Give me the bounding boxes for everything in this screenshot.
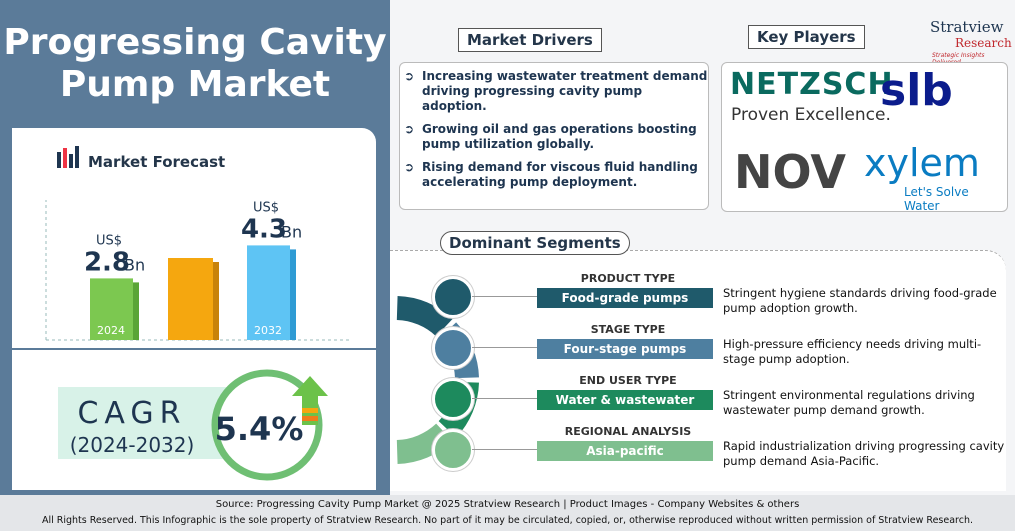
segment-name: Water & wastewater — [537, 390, 713, 410]
segment-description: High-pressure efficiency needs driving m… — [723, 337, 982, 366]
segments-title: Dominant Segments — [440, 231, 630, 255]
drivers-box: Increasing wastewater treatment demand d… — [399, 62, 709, 210]
bar — [247, 245, 290, 340]
bar-year: 2032 — [254, 324, 282, 337]
bar-currency: US$ — [253, 200, 279, 215]
title: Progressing Cavity Pump Market — [3, 22, 387, 105]
forecast-title: Market Forecast — [88, 153, 226, 171]
segment-category: END USER TYPE — [579, 374, 677, 387]
bar-side — [133, 282, 139, 340]
arrow-band — [302, 408, 318, 413]
bar-decor — [168, 258, 213, 340]
rights: All Rights Reserved. This Infographic is… — [41, 515, 974, 526]
bar-unit: Bn — [124, 255, 145, 274]
segment-description: Stringent environmental regulations driv… — [723, 388, 975, 417]
arrow-band — [302, 416, 318, 421]
logo-netzsch-tag: Proven Excellence. — [731, 105, 891, 125]
driver: Growing oil and gas operations boosting … — [404, 122, 708, 152]
brand-name: Stratview — [930, 18, 1004, 36]
bar-value: 4.3 — [241, 214, 287, 244]
chart-icon — [57, 146, 79, 168]
bar-year: 2024 — [97, 324, 125, 337]
driver: Increasing wastewater treatment demand d… — [404, 69, 708, 114]
driver: Rising demand for viscous fluid handling… — [404, 160, 708, 190]
forecast-chart: CAGR (2024-2032) 5.4% 20242.8BnUS$20324.… — [45, 146, 350, 481]
bar-side — [213, 262, 219, 340]
segment-name: Four-stage pumps — [537, 339, 713, 359]
segment-connector — [472, 347, 538, 348]
segment-icon — [432, 276, 474, 318]
segment-icon — [432, 327, 474, 369]
logo-xylem: xylem — [864, 141, 980, 185]
segment-icon — [432, 378, 474, 420]
cagr-value: 5.4% — [215, 410, 304, 448]
logo-netzsch: NETZSCH — [730, 67, 894, 102]
brand-sub: Research — [955, 36, 1012, 50]
segment-category: STAGE TYPE — [590, 323, 666, 336]
drivers-title: Market Drivers — [458, 28, 602, 52]
donut-arc — [396, 296, 453, 337]
up-arrow — [292, 376, 328, 425]
segment-connector — [472, 398, 538, 399]
segment-description: Rapid industrialization driving progress… — [723, 439, 1005, 468]
bar-side — [290, 249, 296, 340]
bar-value: 2.8 — [84, 247, 130, 277]
bar — [90, 278, 133, 340]
logo-slb: slb — [880, 65, 953, 116]
footer — [0, 495, 1015, 531]
cagr-period: (2024-2032) — [70, 433, 195, 457]
cagr-label: CAGR — [77, 396, 186, 431]
segment-description: Stringent hygiene standards driving food… — [723, 286, 997, 315]
cagr-ring — [211, 369, 323, 481]
segment-category: PRODUCT TYPE — [580, 272, 676, 285]
bar-currency: US$ — [96, 233, 122, 248]
segment-name: Asia-pacific — [537, 441, 713, 461]
players-title: Key Players — [748, 25, 865, 49]
segment-icon — [432, 429, 474, 471]
bar-unit: Bn — [281, 222, 302, 241]
source: Source: Progressing Cavity Pump Market @… — [215, 499, 800, 510]
segment-connector — [472, 449, 538, 450]
players-box: NETZSCH Proven Excellence. slb NOV xylem… — [721, 62, 1008, 213]
segment-category: REGIONAL ANALYSIS — [564, 425, 692, 438]
segment-name: Food-grade pumps — [537, 288, 713, 308]
logo-nov: NOV — [734, 145, 846, 199]
segment-connector — [472, 296, 538, 297]
logo-xylem-tag: Let's Solve Water — [904, 185, 969, 213]
